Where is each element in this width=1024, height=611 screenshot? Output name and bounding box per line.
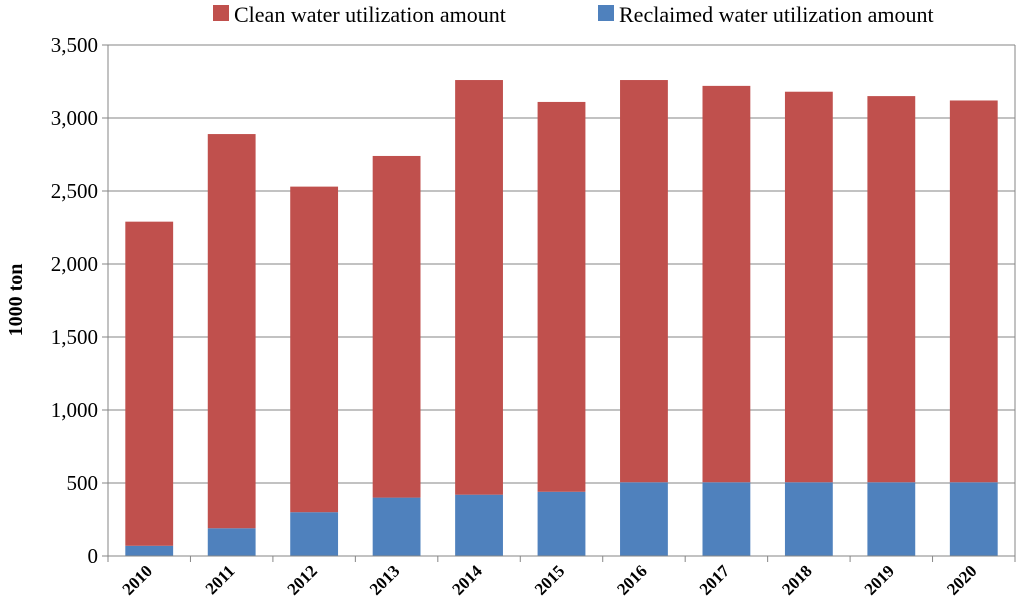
- x-tick-label: 2011: [202, 561, 239, 598]
- bar-reclaimed-2018: [784, 482, 833, 556]
- y-tick-label: 2,500: [51, 179, 98, 203]
- y-axis-title: 1000 ton: [5, 264, 27, 337]
- bar-clean-2020: [949, 100, 998, 483]
- x-tick-label: 2012: [283, 561, 320, 598]
- x-tick-label: 2014: [448, 561, 486, 599]
- bar-reclaimed-2020: [949, 482, 998, 556]
- y-tick-labels: 0 500 1,000 1,500 2,000 2,500 3,000 3,500: [51, 33, 98, 568]
- bar-clean-2019: [867, 96, 916, 483]
- bar-clean-2015: [537, 101, 586, 492]
- bar-clean-2017: [702, 85, 751, 483]
- legend-swatch-reclaimed: [598, 5, 614, 21]
- bar-reclaimed-2017: [702, 482, 751, 556]
- bar-clean-2016: [620, 80, 668, 483]
- x-tick-labels: 2010 2011 2012 2013 2014 2015 2016 2017 2018 2019…: [119, 561, 981, 599]
- bar-clean-2013: [372, 155, 421, 498]
- bar-clean-2012: [290, 186, 339, 513]
- bar-clean-2018: [784, 91, 833, 483]
- y-tick-label: 500: [67, 471, 99, 495]
- bar-reclaimed-2010: [125, 545, 174, 556]
- y-tick-label: 0: [88, 544, 99, 568]
- y-tick-label: 1,500: [51, 325, 98, 349]
- y-tick-label: 3,000: [51, 106, 98, 130]
- bars: [125, 80, 998, 556]
- bar-reclaimed-2012: [290, 512, 339, 556]
- bar-reclaimed-2015: [537, 491, 586, 556]
- x-tick-label: 2010: [119, 561, 156, 598]
- y-tick-label: 3,500: [51, 33, 98, 57]
- legend: Clean water utilization amount Reclaimed…: [213, 2, 934, 27]
- x-tick-label: 2015: [531, 561, 568, 598]
- bar-clean-2011: [207, 134, 256, 529]
- x-tick-label: 2013: [366, 561, 403, 598]
- x-tick-label: 2018: [778, 561, 815, 598]
- bar-reclaimed-2019: [867, 482, 916, 556]
- axes: [102, 44, 1016, 562]
- y-tick-label: 2,000: [51, 252, 98, 276]
- x-tick-label: 2020: [943, 561, 980, 598]
- x-tick-label: 2016: [613, 561, 650, 598]
- bar-reclaimed-2011: [207, 528, 256, 556]
- bar-clean-2010: [125, 221, 174, 546]
- bar-reclaimed-2016: [620, 482, 668, 556]
- bar-reclaimed-2014: [455, 494, 503, 556]
- x-tick-label: 2017: [696, 561, 734, 599]
- legend-label-clean: Clean water utilization amount: [234, 2, 506, 27]
- bar-reclaimed-2013: [372, 497, 421, 556]
- x-tick-label: 2019: [861, 561, 898, 598]
- y-tick-label: 1,000: [51, 398, 98, 422]
- legend-label-reclaimed: Reclaimed water utilization amount: [619, 2, 934, 27]
- bar-clean-2014: [455, 80, 503, 495]
- legend-swatch-clean: [213, 5, 229, 21]
